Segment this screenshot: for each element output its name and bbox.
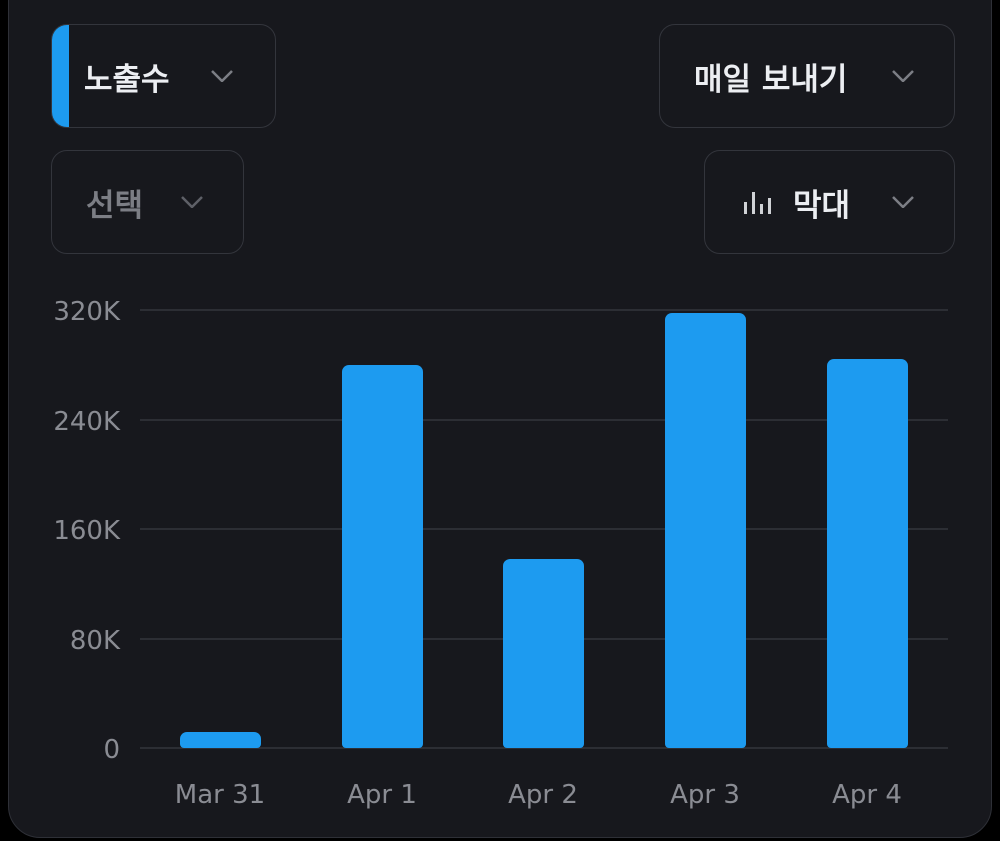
chevron-down-icon [892,70,914,82]
y-axis-tick-label: 160K [53,516,120,546]
y-axis-tick-label: 80K [69,625,120,656]
chart-type-dropdown[interactable]: 막대 [704,150,955,254]
bar[interactable] [342,364,423,748]
y-axis-tick-label: 320K [53,297,120,327]
frequency-label: 매일 보내기 [694,61,848,98]
x-axis-tick-label: Apr 4 [832,780,902,810]
chart-type-label: 막대 [793,187,851,224]
bar[interactable] [503,559,584,748]
gridline [140,528,948,530]
y-axis-tick-label: 0 [103,735,120,765]
filter-label: 선택 [86,187,144,224]
x-axis-tick-label: Apr 2 [508,780,578,810]
filter-dropdown[interactable]: 선택 [51,150,244,254]
chevron-down-icon [211,70,233,82]
metric-dropdown[interactable]: 노출수 [51,24,276,128]
x-axis-tick-label: Apr 1 [347,780,417,810]
gridline [140,418,948,421]
frequency-dropdown[interactable]: 매일 보내기 [659,24,955,128]
gridline [140,747,948,749]
x-axis-tick-label: Mar 31 [174,780,266,810]
bar-chart-icon [744,192,771,214]
chevron-down-icon [892,196,914,208]
y-axis-tick-label: 240K [53,406,120,437]
gridline [140,309,948,311]
chevron-down-icon [181,196,203,208]
x-axis-tick-label: Apr 3 [670,780,740,810]
metric-label: 노출수 [84,61,170,98]
bar[interactable] [827,359,908,748]
bar[interactable] [665,312,746,748]
bar[interactable] [180,731,261,748]
metric-accent-indicator [52,25,69,127]
